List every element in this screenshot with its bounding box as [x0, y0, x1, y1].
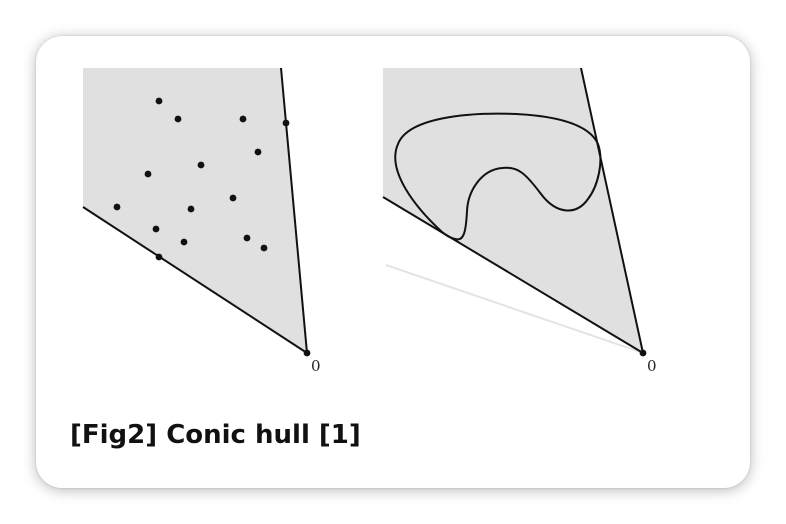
conic-hull-figure: 0 0: [82, 67, 657, 375]
figure-card: 0 0 [Fig2] Conic hull [1]: [36, 36, 750, 488]
right-cone-region: [383, 68, 643, 353]
point: [155, 253, 163, 261]
point: [282, 119, 290, 127]
point: [260, 244, 268, 252]
left-cone-region: [83, 68, 307, 353]
right-cone-lower-ray: [382, 196, 644, 354]
nonconvex-set-curve: [394, 112, 602, 241]
point: [155, 97, 163, 105]
left-origin-label: 0: [311, 357, 321, 375]
point: [254, 148, 262, 156]
point: [113, 203, 121, 211]
point: [229, 194, 237, 202]
left-panel: 0: [82, 67, 321, 375]
left-origin-point: [303, 349, 311, 357]
left-point-set: [113, 97, 290, 261]
right-panel: 0: [382, 67, 657, 375]
point: [187, 205, 195, 213]
point: [144, 170, 152, 178]
point: [197, 161, 205, 169]
right-origin-label: 0: [647, 357, 657, 375]
left-cone-upper-ray: [280, 67, 308, 354]
point: [239, 115, 247, 123]
point: [243, 234, 251, 242]
right-origin-point: [639, 349, 647, 357]
figure-caption: [Fig2] Conic hull [1]: [70, 420, 361, 450]
right-faint-ray: [385, 264, 644, 354]
point: [180, 238, 188, 246]
right-cone-upper-ray: [580, 67, 644, 354]
point: [152, 225, 160, 233]
left-cone-lower-ray: [82, 206, 308, 354]
point: [174, 115, 182, 123]
